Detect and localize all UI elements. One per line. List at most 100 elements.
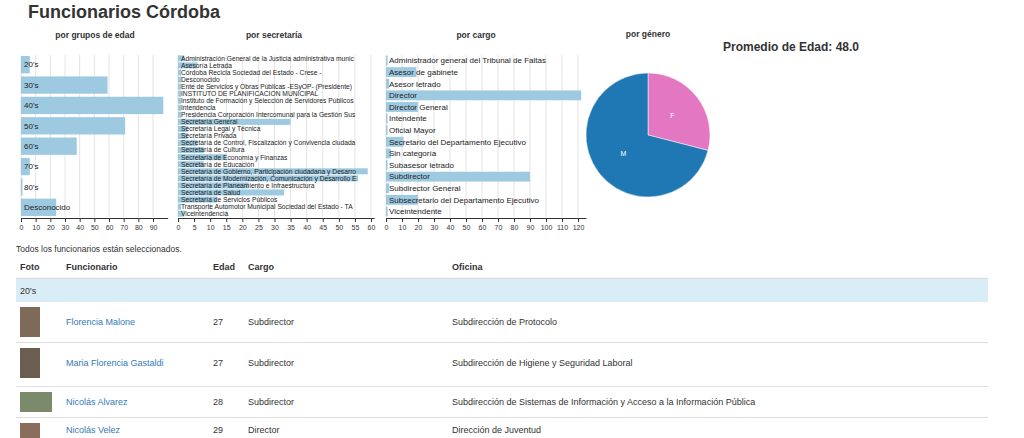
tick-mark — [153, 218, 154, 222]
grid-line — [153, 55, 154, 217]
table-cell: 27 — [213, 358, 223, 368]
tick-label: 40 — [76, 224, 84, 231]
tick-mark — [339, 218, 340, 222]
tick-label: 55 — [352, 224, 360, 231]
grid-line — [306, 55, 307, 217]
row-rule — [16, 417, 988, 418]
tick: 20 — [239, 218, 247, 231]
tick-label: 25 — [255, 224, 263, 231]
tick: 25 — [255, 218, 263, 231]
tick-label: 10 — [207, 224, 215, 231]
table-cell: Subdirector — [248, 317, 294, 327]
category-label: 50's — [24, 122, 38, 131]
column-header[interactable]: Funcionario — [66, 262, 118, 272]
tick-mark — [21, 218, 22, 222]
tick: 0 — [20, 218, 24, 231]
tick: 10 — [207, 218, 215, 231]
bar[interactable] — [386, 90, 581, 100]
slices — [586, 73, 710, 197]
official-link[interactable]: Florencia Malone — [66, 317, 135, 327]
category-label: 20's — [24, 60, 38, 69]
table-cell: Dirección de Juventud — [452, 425, 541, 435]
grid-line — [123, 55, 124, 217]
category-labels: 20's30's40's50's60's70's80'sDesconocido — [24, 60, 71, 212]
category-label: 40's — [24, 101, 38, 110]
bar[interactable] — [21, 138, 77, 155]
tick: 20 — [47, 218, 55, 231]
slice[interactable] — [586, 73, 708, 197]
tick-mark — [450, 218, 451, 222]
tick-label: 40 — [303, 224, 311, 231]
tick: 80 — [135, 218, 143, 231]
bar[interactable] — [386, 114, 388, 124]
bar[interactable] — [21, 76, 108, 93]
tick: 10 — [32, 218, 40, 231]
grid-line — [514, 55, 515, 217]
row-chart: por grupos de edad20's30's40's50's60's70… — [20, 30, 169, 231]
tick-label: 80 — [511, 224, 519, 231]
category-label: Desconocido — [181, 76, 220, 83]
column-header[interactable]: Edad — [213, 262, 235, 272]
category-label: 30's — [24, 81, 38, 90]
tick-mark — [50, 218, 51, 222]
bar[interactable] — [21, 178, 22, 195]
tick: 90 — [527, 218, 535, 231]
bar[interactable] — [386, 172, 530, 182]
official-link[interactable]: Maria Florencia Gastaldi — [66, 358, 164, 368]
tick: 20 — [415, 218, 423, 231]
tick-label: 60 — [368, 224, 376, 231]
tick-mark — [323, 218, 324, 222]
page: Funcionarios CórdobaPromedio de Edad: 48… — [0, 0, 1024, 438]
grid — [21, 55, 153, 217]
column-header[interactable]: Oficina — [452, 262, 484, 272]
tick-mark — [36, 218, 37, 222]
tick-label: 120 — [573, 224, 585, 231]
bar[interactable] — [21, 97, 163, 114]
category-label: Intendente — [389, 114, 427, 123]
tick-mark — [355, 218, 356, 222]
tick: 70 — [495, 218, 503, 231]
tick-mark — [466, 218, 467, 222]
tick-label: 30 — [62, 224, 70, 231]
category-label: Secretaría General — [181, 118, 238, 125]
bar[interactable] — [178, 189, 284, 195]
bar[interactable] — [386, 160, 388, 170]
chart-title: por secretaría — [246, 30, 302, 40]
tick-mark — [274, 218, 275, 222]
tick-label: 60 — [479, 224, 487, 231]
group-row — [16, 279, 988, 302]
column-header[interactable]: Foto — [20, 262, 40, 272]
category-label: Asesor letrado — [389, 80, 441, 89]
tick-mark — [530, 218, 531, 222]
grid-line — [546, 55, 547, 217]
category-label: 70's — [24, 162, 38, 171]
photo — [20, 423, 40, 438]
official-link[interactable]: Nicolás Alvarez — [66, 397, 128, 407]
grid — [386, 55, 578, 217]
tick-label: 50 — [91, 224, 99, 231]
bar[interactable] — [21, 117, 125, 134]
tick-label: 5 — [193, 224, 197, 231]
bar[interactable] — [178, 119, 291, 125]
official-link[interactable]: Nicolás Velez — [66, 425, 121, 435]
bar[interactable] — [386, 207, 388, 217]
tick-label: 10 — [32, 224, 40, 231]
row-chart: por cargoAdministrador general del Tribu… — [385, 30, 587, 231]
tick-label: 0 — [177, 224, 181, 231]
tick: 60 — [479, 218, 487, 231]
category-label: 60's — [24, 142, 38, 151]
table-cell: Subdirector — [248, 358, 294, 368]
column-header[interactable]: Cargo — [248, 262, 275, 272]
category-label: Director — [389, 91, 417, 100]
bars — [178, 55, 368, 216]
tick-mark — [482, 218, 483, 222]
photo — [20, 307, 40, 337]
table-cell: 28 — [213, 397, 223, 407]
bar[interactable] — [386, 125, 388, 135]
bar[interactable] — [386, 56, 388, 66]
grid-line — [109, 55, 110, 217]
table-cell: Subdirector — [248, 397, 294, 407]
tick: 50 — [463, 218, 471, 231]
tick: 55 — [352, 218, 360, 231]
tick-mark — [226, 218, 227, 222]
